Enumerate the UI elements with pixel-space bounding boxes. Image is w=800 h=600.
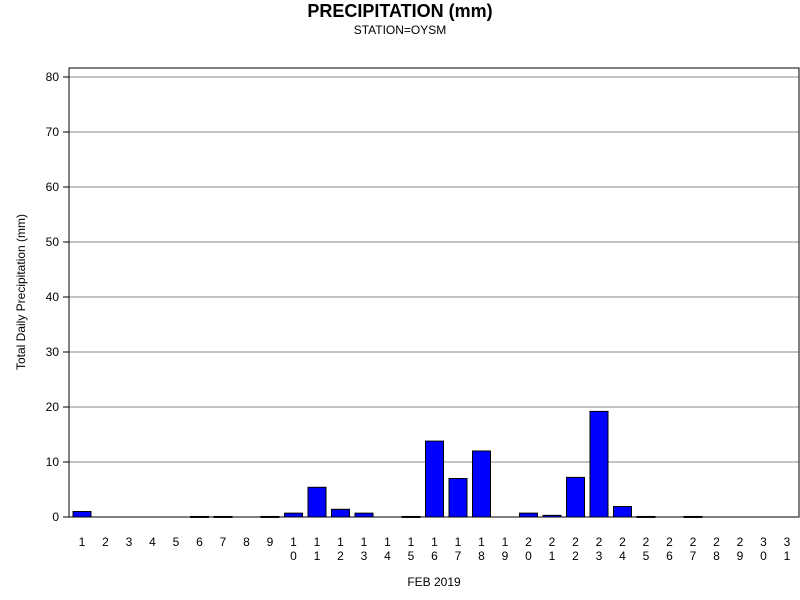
y-axis-label: Total Daily Precipitation (mm)	[14, 214, 28, 370]
x-axis-ticks: 1 2 3 4 5 6 7 8 9 1 01 11 21 31 41 51 61 71 81 92 02 12 22 32 42…	[79, 535, 791, 563]
bar-day-1	[72, 511, 92, 518]
bars	[72, 410, 703, 518]
chart-title: PRECIPITATION (mm)	[307, 1, 493, 21]
x-tick-label: 6	[196, 535, 203, 549]
x-tick-label: 3	[126, 535, 133, 549]
y-tick-label: 30	[46, 345, 60, 359]
grid-lines	[69, 76, 799, 463]
y-tick-label: 0	[52, 510, 59, 524]
bar-day-24	[613, 506, 632, 518]
y-axis-ticks: 0 10 20 30 40 50 60 70 80	[46, 70, 69, 524]
x-axis-label: FEB 2019	[407, 575, 461, 589]
bar-day-20	[519, 512, 538, 518]
y-tick-label: 70	[46, 125, 60, 139]
plot-frame	[68, 67, 800, 518]
bar-day-12	[331, 508, 350, 518]
y-tick-label: 20	[46, 400, 60, 414]
x-tick-label: 4	[149, 535, 156, 549]
x-tick-label: 7	[220, 535, 227, 549]
bar-day-22	[566, 476, 585, 518]
x-tick-label: 9	[267, 535, 274, 549]
bar-day-13	[354, 512, 374, 518]
x-tick-label: 2	[102, 535, 109, 549]
bar-day-16	[425, 440, 444, 518]
y-tick-label: 40	[46, 290, 60, 304]
bar-day-18	[472, 450, 491, 518]
bar-day-17	[448, 478, 468, 518]
x-tick-label: 1	[79, 535, 86, 549]
y-tick-label: 50	[46, 235, 60, 249]
x-tick-label: 5	[173, 535, 180, 549]
y-tick-label: 60	[46, 180, 60, 194]
y-tick-label: 80	[46, 70, 60, 84]
bar-day-11	[307, 486, 327, 518]
x-tick-label: 8	[243, 535, 250, 549]
bar-day-10	[284, 512, 303, 518]
y-tick-label: 10	[46, 455, 60, 469]
chart-subtitle: STATION=OYSM	[353, 23, 447, 37]
bar-day-23	[589, 410, 609, 518]
